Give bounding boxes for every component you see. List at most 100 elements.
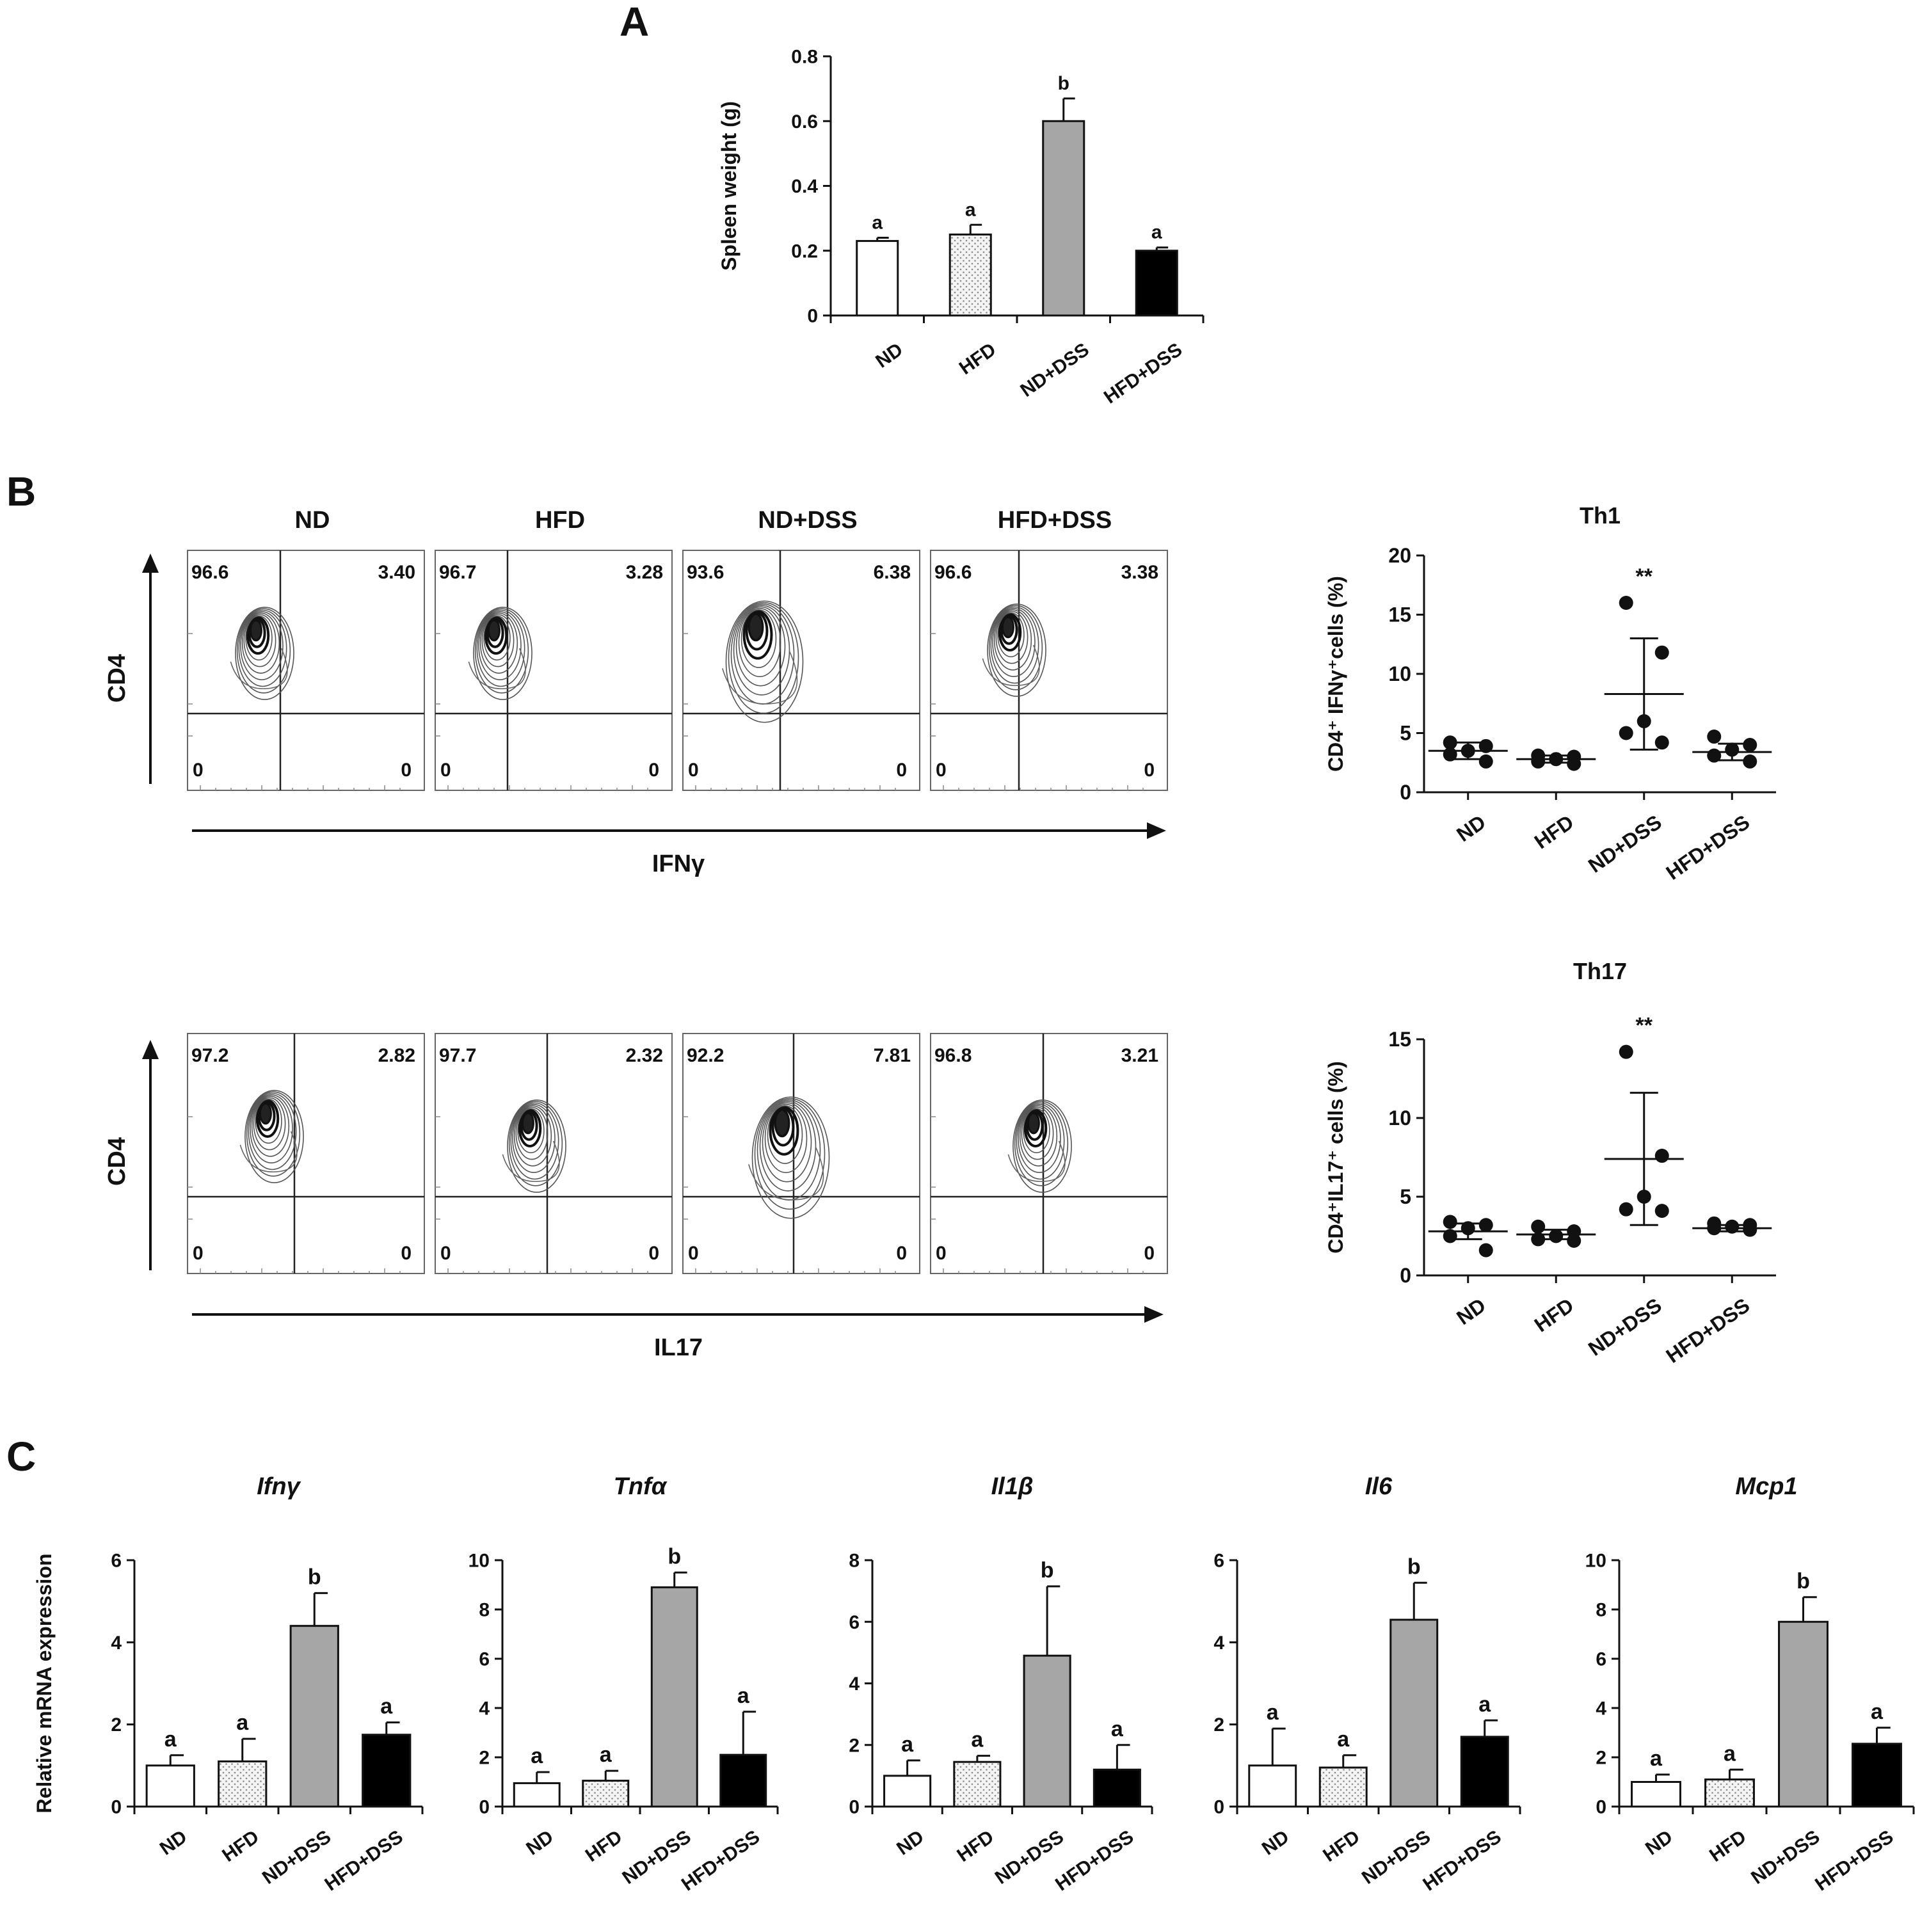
tnfa-letter-1: a [600, 1743, 612, 1767]
il6-title: Il6 [1365, 1473, 1393, 1500]
spleen-y-tick-label: 0.2 [791, 241, 818, 262]
th17-point-2-0 [1619, 1044, 1633, 1059]
flow-q-ur: 3.40 [378, 562, 415, 583]
flow-contour-tail [502, 1140, 560, 1183]
panel-label-c: C [6, 1433, 36, 1480]
mcp1-title: Mcp1 [1735, 1473, 1797, 1500]
flow-q-ur: 6.38 [874, 562, 911, 583]
spleen-y-label: Spleen weight (g) [717, 101, 740, 271]
flow-contour [1000, 614, 1018, 645]
il1b-letter-1: a [971, 1728, 984, 1752]
tnfa-x-tick-label-1: HFD [582, 1826, 626, 1866]
th17-y-tick-label: 15 [1388, 1028, 1411, 1051]
flow-row-1-y-label: CD4 [104, 654, 131, 703]
flow-contour [474, 608, 529, 694]
flow-contour [250, 1094, 293, 1164]
flow-contour [240, 611, 284, 680]
il1b-x-tick-label-0: ND [893, 1826, 927, 1860]
flow-contour [238, 609, 287, 687]
flow-contour [759, 1101, 817, 1192]
mcp1-x-tick-label-3: HFD+DSS [1811, 1826, 1897, 1896]
tnfa-y-tick-label: 4 [479, 1698, 490, 1720]
flow-contour [1013, 1099, 1072, 1193]
flow-contour-core [523, 1114, 533, 1132]
flow-contour [764, 1103, 808, 1174]
ifng-bar-3 [362, 1734, 412, 1808]
mcp1-letter-3: a [1871, 1700, 1884, 1724]
flow-contour [476, 609, 525, 687]
th1-point-0-2 [1461, 744, 1475, 758]
ifng-bar-1 [218, 1760, 268, 1808]
th17-point-3-4 [1743, 1222, 1757, 1237]
th1-title: Th1 [1580, 502, 1621, 529]
th17-point-3-3 [1707, 1221, 1722, 1236]
flow-contour [522, 1112, 534, 1135]
flow-contour [988, 605, 1043, 691]
flow-contour [995, 611, 1029, 664]
flow-title-0: ND [295, 507, 330, 534]
il6-y-tick-label: 0 [1213, 1797, 1224, 1818]
flow-q-ul: 96.6 [191, 562, 228, 583]
il1b-bar-1 [953, 1760, 1002, 1808]
flow-contour [481, 614, 515, 667]
th1-point-2-4 [1654, 735, 1669, 750]
th17-point-0-0 [1443, 1215, 1457, 1229]
flow-contour [255, 1099, 280, 1138]
il6-letter-2: b [1407, 1554, 1421, 1579]
flow-contour-core [489, 621, 499, 639]
il6-y-tick-label: 2 [1213, 1714, 1224, 1736]
mcp1-y-tick-label: 2 [1596, 1748, 1606, 1769]
flow-contour-tail [1007, 1140, 1066, 1183]
ifng-x-tick-label-0: ND [156, 1826, 191, 1860]
spleen-bar-1 [948, 233, 992, 317]
flow-contour [512, 1104, 556, 1174]
th17-point-2-4 [1654, 1204, 1669, 1218]
flow-contour [479, 612, 518, 674]
il6-x-tick-label-3: HFD+DSS [1419, 1826, 1505, 1896]
flow-plot-frame [930, 550, 1168, 791]
flow-contour [728, 602, 799, 714]
flow-contour [742, 610, 773, 660]
flow-contour [473, 607, 532, 700]
flow-row-2-y-label: CD4 [104, 1137, 131, 1186]
ifng-letter-1: a [236, 1711, 249, 1735]
flow-contour [508, 1101, 563, 1186]
th17-x-tick-label-2: ND+DSS [1584, 1293, 1666, 1360]
flow-contour-core [260, 1105, 271, 1122]
th17-point-1-0 [1531, 1219, 1546, 1234]
ifng-y-tick-label: 2 [111, 1714, 122, 1736]
th1-point-2-2 [1637, 714, 1651, 728]
th17-y-tick-label: 0 [1400, 1264, 1411, 1287]
flow-q-ul: 96.8 [934, 1045, 972, 1066]
flow-contour [1014, 1101, 1069, 1186]
tnfa-y-tick-label: 0 [479, 1797, 490, 1818]
flow-plot-r1-2: 93.6 6.38 0 0 [682, 550, 920, 791]
mcp1-bar-2 [1778, 1620, 1829, 1808]
flow-q-ll: 0 [688, 760, 699, 781]
flow-contour [733, 605, 790, 696]
ifng-bar-2 [289, 1625, 339, 1808]
flow-q-ur: 3.28 [626, 562, 663, 583]
flow-row-1-axes: CD4 IFNγ [104, 554, 1166, 877]
flow-title-2: ND+DSS [758, 507, 857, 534]
th17-y-label: CD4⁺IL17⁺ cells (%) [1324, 1061, 1347, 1254]
ifng-letter-2: b [308, 1565, 321, 1589]
flow-contour [251, 1096, 290, 1157]
th17-point-0-3 [1443, 1229, 1457, 1243]
th1-point-1-4 [1567, 756, 1581, 771]
tnfa-y-tick-label: 10 [468, 1551, 490, 1572]
flow-contour [259, 1102, 272, 1125]
flow-contour [1021, 1106, 1054, 1160]
flow-contour [517, 1108, 545, 1154]
flow-q-lr: 0 [401, 1243, 412, 1264]
th1-y-tick-label: 5 [1400, 722, 1411, 745]
flow-q-ul: 97.7 [439, 1045, 476, 1066]
flow-contour-tail [982, 644, 1040, 687]
tnfa-bar-2 [650, 1586, 698, 1808]
flow-contour [236, 608, 291, 694]
